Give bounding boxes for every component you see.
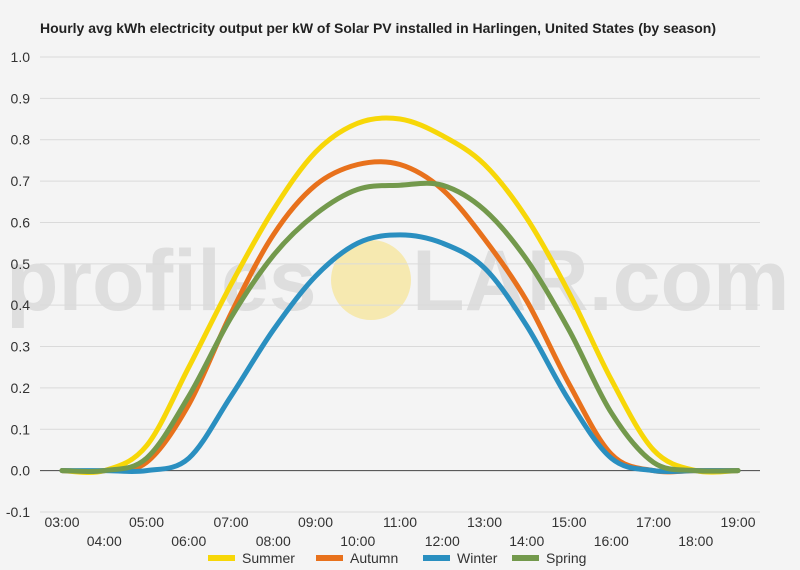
y-tick-label: 0.2: [11, 380, 31, 396]
y-tick-label: 0.3: [11, 339, 31, 355]
series-line-summer: [59, 115, 741, 475]
x-tick-label: 17:00: [636, 514, 671, 530]
y-tick-label: 0.9: [11, 90, 31, 106]
y-tick-label: 0.6: [11, 214, 31, 230]
x-tick-label: 10:00: [340, 533, 375, 549]
x-tick-label: 12:00: [425, 533, 460, 549]
x-tick-label: 19:00: [720, 514, 755, 530]
x-tick-label: 04:00: [87, 533, 122, 549]
x-tick-label: 07:00: [213, 514, 248, 530]
series-lines: [59, 115, 741, 475]
x-tick-label: 13:00: [467, 514, 502, 530]
series-line-autumn: [59, 159, 741, 475]
x-tick-label: 06:00: [171, 533, 206, 549]
y-tick-label: -0.1: [6, 504, 30, 520]
x-tick-label: 15:00: [551, 514, 586, 530]
y-tick-label: 0.0: [11, 463, 31, 479]
x-tick-label: 05:00: [129, 514, 164, 530]
legend-label-summer: Summer: [242, 550, 295, 566]
watermark-left-text: profiles: [6, 233, 317, 329]
legend-label-winter: Winter: [457, 550, 498, 566]
x-tick-label: 11:00: [383, 514, 417, 530]
y-tick-label: 0.5: [11, 256, 31, 272]
y-tick-label: 0.8: [11, 132, 31, 148]
series-line-spring: [59, 180, 741, 475]
y-tick-label: 0.1: [11, 421, 31, 437]
watermark: profiles LAR.com: [6, 233, 789, 329]
legend-label-spring: Spring: [546, 550, 586, 566]
y-tick-label: 0.4: [11, 297, 31, 313]
y-tick-label: 1.0: [11, 49, 31, 65]
series-line-winter: [59, 232, 741, 475]
watermark-sun-icon: [331, 240, 411, 320]
chart-title: Hourly avg kWh electricity output per kW…: [40, 20, 716, 36]
x-axis: 03:00 04:00 05:00 06:00 07:00 08:00 09:00 10:00…: [44, 514, 755, 549]
x-tick-label: 18:00: [678, 533, 713, 549]
x-tick-label: 08:00: [256, 533, 291, 549]
x-tick-label: 16:00: [594, 533, 629, 549]
watermark-right-text: LAR.com: [412, 233, 789, 329]
x-tick-label: 03:00: [44, 514, 79, 530]
x-tick-label: 09:00: [298, 514, 333, 530]
legend: Summer Autumn Winter Spring: [208, 550, 586, 566]
y-tick-label: 0.7: [11, 173, 31, 189]
x-tick-label: 14:00: [509, 533, 544, 549]
legend-label-autumn: Autumn: [350, 550, 398, 566]
y-axis: -0.1 0.0 0.1 0.2 0.3 0.4 0.5 0.6 0.7 0.8 0.9 1.0: [6, 49, 30, 520]
